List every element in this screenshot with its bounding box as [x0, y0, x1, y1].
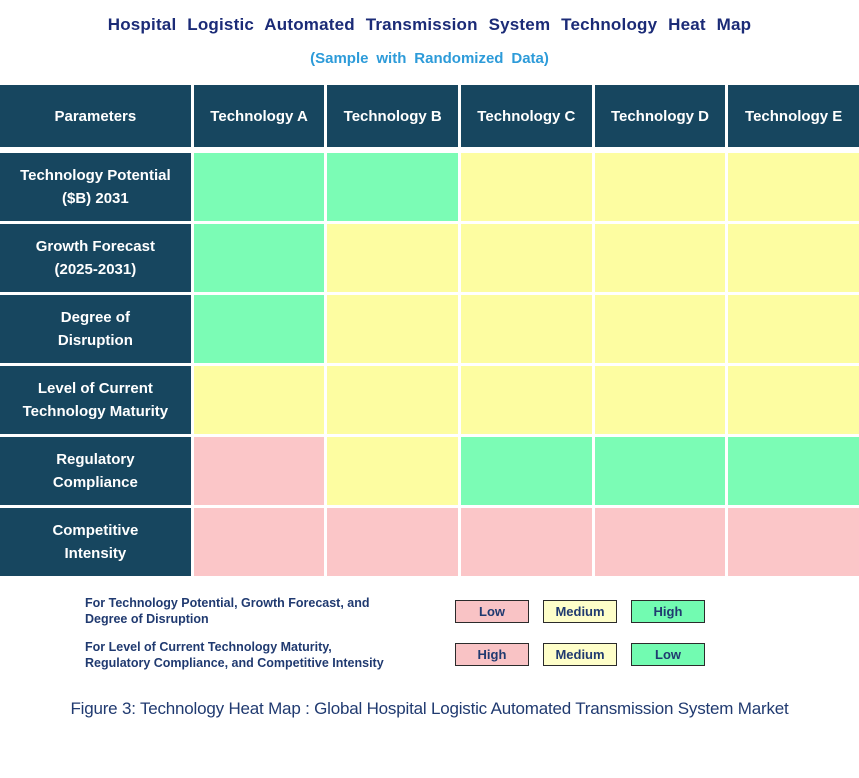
heatmap-cell — [728, 295, 859, 363]
column-header-technology-c: Technology C — [461, 85, 592, 150]
legend-group-label: For Technology Potential, Growth Forecas… — [85, 596, 370, 627]
heatmap-cell — [193, 366, 325, 434]
heatmap-cell — [193, 295, 325, 363]
table-row: Growth Forecast (2025-2031) — [0, 224, 859, 292]
heatmap-cell — [728, 366, 859, 434]
heatmap-cell — [728, 153, 859, 221]
table-row: Competitive Intensity — [0, 508, 859, 576]
heatmap-cell — [461, 295, 592, 363]
page-title: Hospital Logistic Automated Transmission… — [107, 15, 752, 34]
row-header: Growth Forecast (2025-2031) — [0, 224, 191, 292]
legend-swatch-medium: Medium — [543, 643, 617, 667]
legend-group: For Level of Current Technology Maturity… — [85, 639, 859, 672]
heatmap-cell — [327, 153, 459, 221]
heatmap-cell — [193, 437, 325, 505]
heatmap-cell — [594, 366, 726, 434]
heatmap-cell — [594, 224, 726, 292]
legend-swatch-low: Low — [455, 599, 529, 623]
row-header: Regulatory Compliance — [0, 437, 191, 505]
column-header-technology-b: Technology B — [327, 85, 459, 150]
header-row: Parameters Technology A Technology B Tec… — [0, 85, 859, 150]
heatmap-cell — [327, 224, 459, 292]
legend: For Technology Potential, Growth Forecas… — [85, 595, 859, 671]
column-header-technology-d: Technology D — [594, 85, 726, 150]
heatmap-table: Parameters Technology A Technology B Tec… — [0, 82, 859, 579]
heatmap-cell — [193, 153, 325, 221]
heatmap-cell — [327, 508, 459, 576]
heatmap-cell — [193, 224, 325, 292]
heatmap-cell — [461, 508, 592, 576]
heatmap-cell — [594, 508, 726, 576]
legend-swatch-high: High — [455, 643, 529, 667]
heatmap-cell — [461, 224, 592, 292]
heatmap-cell — [728, 224, 859, 292]
table-row: Technology Potential ($B) 2031 — [0, 153, 859, 221]
table-row: Regulatory Compliance — [0, 437, 859, 505]
row-header: Level of Current Technology Maturity — [0, 366, 191, 434]
heatmap-cell — [594, 153, 726, 221]
heatmap-cell — [327, 295, 459, 363]
legend-swatch-medium: Medium — [543, 599, 617, 623]
legend-swatch-high: High — [631, 599, 705, 623]
column-header-technology-e: Technology E — [728, 85, 859, 150]
heatmap-cell — [327, 437, 459, 505]
row-header: Technology Potential ($B) 2031 — [0, 153, 191, 221]
heatmap-cell — [193, 508, 325, 576]
page-subtitle: (Sample with Randomized Data) — [310, 50, 549, 67]
row-header: Degree of Disruption — [0, 295, 191, 363]
legend-group: For Technology Potential, Growth Forecas… — [85, 595, 859, 628]
heatmap-cell — [594, 295, 726, 363]
heatmap-cell — [461, 153, 592, 221]
row-header: Competitive Intensity — [0, 508, 191, 576]
heatmap-cell — [461, 437, 592, 505]
heatmap-cell — [728, 437, 859, 505]
column-header-parameters: Parameters — [0, 85, 191, 150]
figure-caption: Figure 3: Technology Heat Map : Global H… — [70, 699, 789, 718]
heatmap-cell — [594, 437, 726, 505]
heatmap-cell — [728, 508, 859, 576]
heatmap-cell — [327, 366, 459, 434]
legend-swatch-low: Low — [631, 643, 705, 667]
heatmap-cell — [461, 366, 592, 434]
table-row: Level of Current Technology Maturity — [0, 366, 859, 434]
legend-group-label: For Level of Current Technology Maturity… — [85, 639, 384, 670]
table-row: Degree of Disruption — [0, 295, 859, 363]
column-header-technology-a: Technology A — [193, 85, 325, 150]
